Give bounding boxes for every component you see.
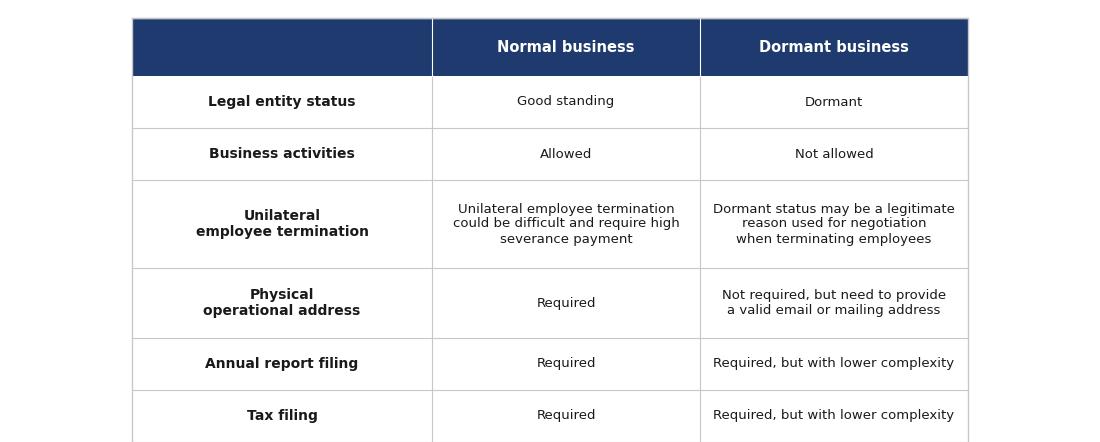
Text: Not allowed: Not allowed <box>794 148 873 160</box>
Text: Good standing: Good standing <box>517 95 615 108</box>
Bar <box>132 76 968 128</box>
Text: Required: Required <box>537 297 596 309</box>
Text: Tax filing: Tax filing <box>246 409 318 423</box>
Text: Unilateral employee termination
could be difficult and require high
severance pa: Unilateral employee termination could be… <box>452 202 680 245</box>
Text: Legal entity status: Legal entity status <box>208 95 355 109</box>
Text: Dormant business: Dormant business <box>759 39 909 54</box>
Bar <box>132 180 968 268</box>
Bar <box>132 338 968 390</box>
Text: Normal business: Normal business <box>497 39 635 54</box>
Text: Required: Required <box>537 409 596 423</box>
Text: Unilateral
employee termination: Unilateral employee termination <box>196 209 368 239</box>
Text: Dormant: Dormant <box>805 95 864 108</box>
Text: Required: Required <box>537 358 596 370</box>
Bar <box>132 268 968 338</box>
Text: Business activities: Business activities <box>209 147 355 161</box>
Text: Physical
operational address: Physical operational address <box>204 288 361 318</box>
Bar <box>132 18 968 76</box>
Text: Annual report filing: Annual report filing <box>206 357 359 371</box>
Text: Dormant status may be a legitimate
reason used for negotiation
when terminating : Dormant status may be a legitimate reaso… <box>713 202 955 245</box>
Text: Not required, but need to provide
a valid email or mailing address: Not required, but need to provide a vali… <box>722 289 946 317</box>
Text: Allowed: Allowed <box>540 148 592 160</box>
Bar <box>132 128 968 180</box>
Text: Required, but with lower complexity: Required, but with lower complexity <box>714 409 955 423</box>
Bar <box>132 390 968 442</box>
Text: Required, but with lower complexity: Required, but with lower complexity <box>714 358 955 370</box>
Bar <box>132 18 968 442</box>
